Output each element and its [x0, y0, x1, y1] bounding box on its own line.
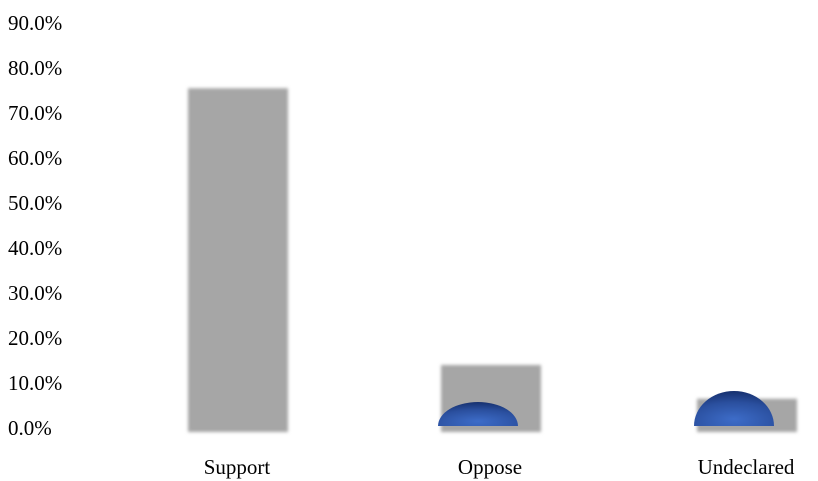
marker-dome-oppose [438, 402, 518, 426]
y-tick-label: 60.0% [8, 146, 62, 170]
x-category-label: Undeclared [698, 455, 795, 479]
y-tick-label: 80.0% [8, 56, 62, 80]
bars-group [188, 88, 797, 432]
y-tick-label: 10.0% [8, 371, 62, 395]
bar-support [188, 88, 288, 432]
x-category-label: Support [204, 455, 271, 479]
y-tick-label: 30.0% [8, 281, 62, 305]
y-tick-label: 90.0% [8, 11, 62, 35]
y-tick-label: 70.0% [8, 101, 62, 125]
y-tick-label: 20.0% [8, 326, 62, 350]
marker-dome-undeclared [694, 391, 774, 426]
y-tick-label: 50.0% [8, 191, 62, 215]
y-tick-label: 0.0% [8, 416, 52, 440]
x-category-label: Oppose [458, 455, 522, 479]
y-axis: 0.0% 10.0% 20.0% 30.0% 40.0% 50.0% 60.0% 70.0% 8… [8, 11, 62, 440]
y-tick-label: 40.0% [8, 236, 62, 260]
markers-group [438, 391, 774, 426]
x-axis: Support Oppose Undeclared [204, 455, 795, 479]
